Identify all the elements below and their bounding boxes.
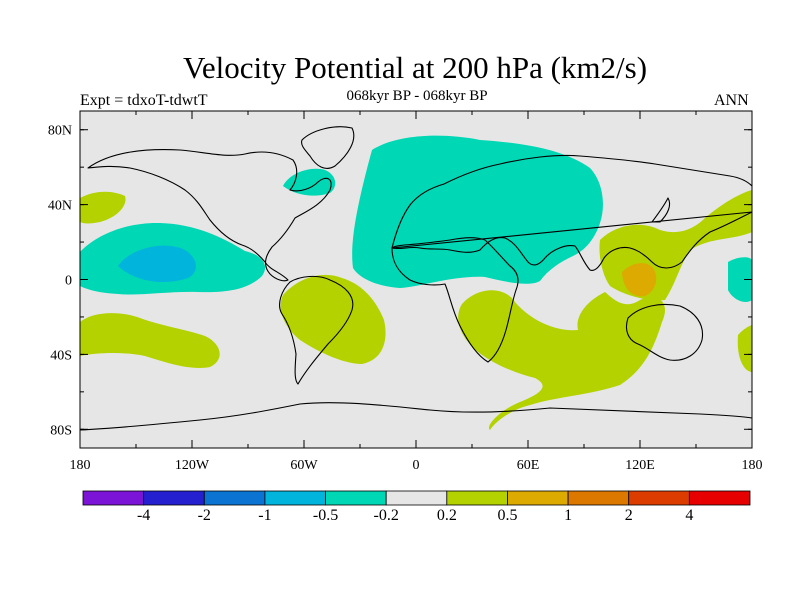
colorbar-label: -4 [136,507,151,524]
lat-tick-label: 80N [48,124,72,139]
colorbar-label: -0.5 [312,507,339,524]
lon-tick-label: 180 [742,458,763,473]
map-subtitle: 068kyr BP - 068kyr BP [346,88,488,104]
colorbar-swatch [143,490,205,506]
colorbar-label: 0.2 [436,507,457,524]
colorbar-swatch [628,490,690,506]
colorbar-label: -0.2 [373,507,399,524]
colorbar-swatch [325,490,387,506]
contour-indian-ocean-positive [458,290,665,430]
colorbar-swatch [507,490,569,506]
colorbar-swatch [446,490,508,506]
lon-tick-label: 60E [517,458,540,473]
contour-maritime-continent-core [622,263,657,297]
lat-tick-label: 0 [65,274,72,289]
colorbar-swatch [385,490,448,506]
season-label: ANN [714,92,749,109]
coastlines [79,126,753,431]
map-axis-ticks: 180 120W 60W 0 60E 120E 180 80N 40N 0 40S 80S [48,111,763,473]
coastline-antarctica [79,402,753,431]
lon-tick-label: 180 [70,458,91,473]
contour-south-pacific-positive [80,313,220,368]
coastline-africa [391,237,519,363]
lon-tick-label: 120E [625,458,655,473]
coastline-greenland [301,126,355,169]
colorbar-label: 1 [564,507,573,524]
colorbar-swatch [203,490,266,506]
colorbar-label: -1 [258,507,272,524]
colorbar-swatch [567,490,630,506]
colorbar-label: -2 [197,507,211,524]
lon-tick-label: 60W [290,458,318,473]
coastline-japan [651,197,671,223]
lat-tick-label: 40S [50,348,72,363]
contour-west-pacific-negative [728,257,752,302]
lat-tick-label: 40N [48,199,72,214]
colorbar-swatch [82,490,145,506]
contour-east-pacific-core [118,245,196,282]
coastline-australia [625,303,704,361]
lon-tick-label: 0 [413,458,420,473]
colorbar [82,490,751,506]
colorbar-swatch [688,490,751,506]
colorbar-label: 2 [624,507,633,524]
coastline-europe-asia [391,154,753,271]
contour-southwest-pacific-positive [737,325,752,372]
lon-tick-label: 120W [175,458,210,473]
coastline-south-america [279,275,354,385]
map-title: Velocity Potential at 200 hPa (km2/s) [182,50,648,85]
contour-eurasia-negative [352,135,603,288]
experiment-label: Expt = tdxoT-tdwtT [80,92,208,109]
colorbar-swatch [264,490,326,506]
colorbar-label: 4 [685,507,694,524]
contour-north-pacific-positive [80,191,126,224]
contour-south-america-positive [280,274,386,364]
lat-tick-label: 80S [50,423,72,438]
coastline-north-america [87,149,332,282]
colorbar-label: 0.5 [497,507,518,524]
